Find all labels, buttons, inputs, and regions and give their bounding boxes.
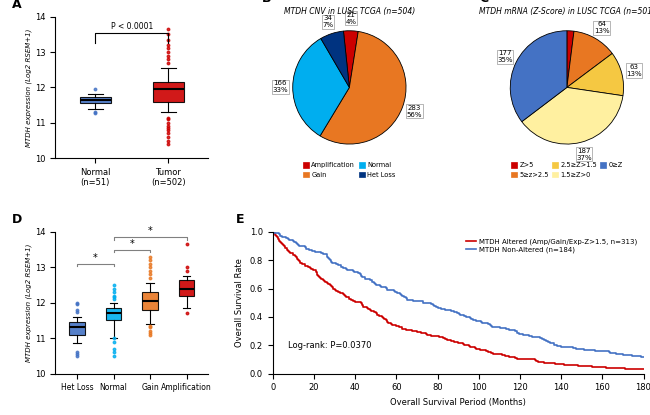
MTDH Non-Altered (n=184) [269,229,277,234]
Wedge shape [567,54,623,96]
PathPatch shape [153,82,184,102]
Wedge shape [321,31,349,88]
Y-axis label: MTDH expression (Log2 RSEM+1): MTDH expression (Log2 RSEM+1) [25,28,32,146]
Title: MTDH CNV in LUSC TCGA (n=504): MTDH CNV in LUSC TCGA (n=504) [284,7,415,16]
MTDH Altered (Amp/Gain/Exp-Z>1.5, n=313) [518,356,526,361]
Text: *: * [129,239,134,249]
Text: C: C [479,0,488,5]
X-axis label: Overall Survival Period (Months): Overall Survival Period (Months) [390,398,526,407]
Text: 177
35%: 177 35% [497,50,513,63]
MTDH Non-Altered (n=184) [487,322,495,327]
MTDH Altered (Amp/Gain/Exp-Z>1.5, n=313) [296,260,304,265]
Legend: Z>5, 5≥z>2.5, 2.5≥Z>1.5, 1.5≥Z>0, 0≥Z: Z>5, 5≥z>2.5, 2.5≥Z>1.5, 1.5≥Z>0, 0≥Z [509,160,625,181]
Text: B: B [261,0,271,5]
Line: MTDH Non-Altered (n=184): MTDH Non-Altered (n=184) [273,232,644,356]
MTDH Non-Altered (n=184) [394,290,402,295]
MTDH Altered (Amp/Gain/Exp-Z>1.5, n=313) [428,334,436,339]
Wedge shape [522,88,623,144]
Wedge shape [343,31,358,88]
MTDH Altered (Amp/Gain/Exp-Z>1.5, n=313) [629,366,637,371]
Text: 34
7%: 34 7% [322,15,333,28]
Wedge shape [567,31,612,88]
Text: D: D [12,213,23,226]
Wedge shape [320,32,406,144]
MTDH Non-Altered (n=184) [637,354,645,359]
MTDH Altered (Amp/Gain/Exp-Z>1.5, n=313) [460,342,468,347]
Text: 63
13%: 63 13% [626,64,642,77]
Text: *: * [93,253,98,263]
Text: A: A [12,0,22,11]
Legend: Amplification, Gain, Normal, Het Loss: Amplification, Gain, Normal, Het Loss [300,160,398,181]
Text: 64
13%: 64 13% [594,21,610,34]
Text: *: * [148,227,153,237]
Text: Log-rank: P=0.0370: Log-rank: P=0.0370 [287,341,371,350]
Text: 10
2%: 10 2% [0,414,1,415]
PathPatch shape [142,292,158,310]
Text: 187
37%: 187 37% [577,148,592,161]
Wedge shape [510,31,567,122]
MTDH Non-Altered (n=184) [450,310,458,315]
Wedge shape [292,39,349,136]
PathPatch shape [80,97,111,103]
Y-axis label: Overall Survival Rate: Overall Survival Rate [235,258,244,347]
Text: E: E [236,213,244,226]
Text: 166
33%: 166 33% [272,81,288,93]
MTDH Non-Altered (n=184) [317,250,325,255]
Text: P < 0.0001: P < 0.0001 [111,22,153,31]
MTDH Non-Altered (n=184) [285,238,293,243]
PathPatch shape [179,280,194,295]
Text: 21
4%: 21 4% [346,12,357,25]
Y-axis label: MTDH expression (Log2 RSEM+1): MTDH expression (Log2 RSEM+1) [25,244,32,362]
MTDH Non-Altered (n=184) [640,354,647,359]
PathPatch shape [106,308,122,320]
MTDH Altered (Amp/Gain/Exp-Z>1.5, n=313) [318,277,326,282]
Title: MTDH mRNA (Z-Score) in LUSC TCGA (n=501): MTDH mRNA (Z-Score) in LUSC TCGA (n=501) [479,7,650,16]
MTDH Altered (Amp/Gain/Exp-Z>1.5, n=313) [640,366,647,371]
Legend: MTDH Altered (Amp/Gain/Exp-Z>1.5, n=313), MTDH Non-Altered (n=184): MTDH Altered (Amp/Gain/Exp-Z>1.5, n=313)… [463,235,640,256]
MTDH Non-Altered (n=184) [484,321,492,326]
MTDH Altered (Amp/Gain/Exp-Z>1.5, n=313) [375,313,383,318]
Text: 283
56%: 283 56% [406,105,422,117]
Line: MTDH Altered (Amp/Gain/Exp-Z>1.5, n=313): MTDH Altered (Amp/Gain/Exp-Z>1.5, n=313) [273,232,644,369]
MTDH Altered (Amp/Gain/Exp-Z>1.5, n=313) [269,229,277,234]
PathPatch shape [70,322,84,334]
Wedge shape [567,31,574,88]
